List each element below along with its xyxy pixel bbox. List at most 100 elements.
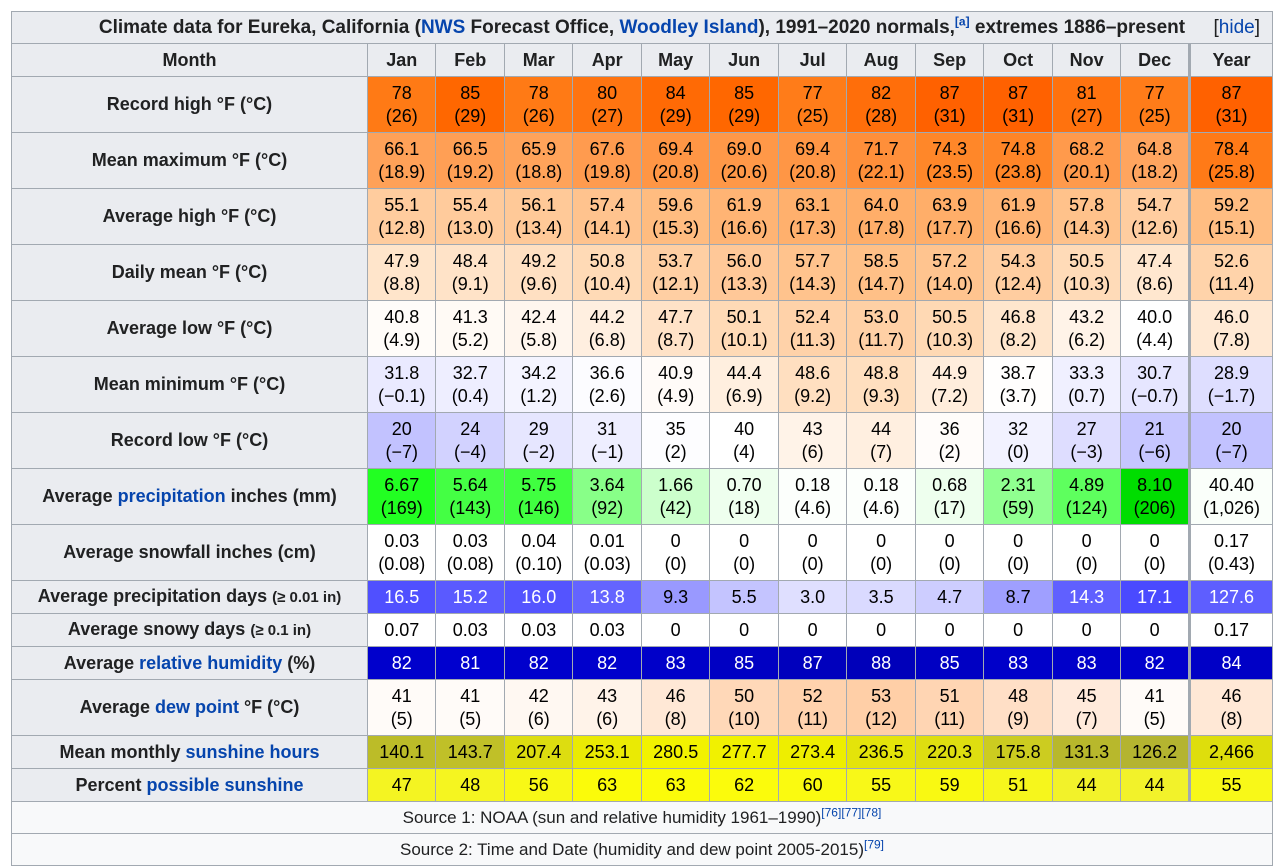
- data-cell: 44 (7): [846, 412, 916, 469]
- data-cell: 51 (11): [914, 679, 985, 736]
- caption-row: Climate data for Eureka, California (NWS…: [11, 11, 1273, 44]
- small-text: (≥ 0.1 in): [250, 622, 312, 639]
- data-cell: 36.6 (2.6): [572, 356, 642, 413]
- data-cell: 47.7 (8.7): [640, 300, 711, 357]
- data-cell: 36 (2): [914, 412, 985, 469]
- data-cell: 50.5 (10.3): [914, 300, 985, 357]
- data-cell: 50 (10): [709, 679, 779, 736]
- data-cell: 66.5 (19.2): [435, 132, 505, 189]
- text: Daily mean °F (°C): [111, 262, 268, 282]
- data-cell: 55.4 (13.0): [435, 188, 505, 245]
- data-cell: 63: [572, 768, 642, 802]
- text: Average snowfall inches (cm): [63, 542, 316, 562]
- hide-toggle: [hide]: [1213, 17, 1260, 38]
- data-cell: 69.4 (20.8): [640, 132, 711, 189]
- footnote[interactable]: [76][77][78]: [821, 805, 882, 820]
- row-label: Record high °F (°C): [11, 76, 368, 133]
- data-cell: 83: [640, 646, 711, 680]
- data-cell: 1.66 (42): [640, 468, 711, 525]
- data-cell: 44: [1120, 768, 1190, 802]
- data-cell: 0.18 (4.6): [777, 468, 848, 525]
- data-cell: 87: [777, 646, 848, 680]
- data-cell: 57.8 (14.3): [1051, 188, 1122, 245]
- data-cell: 16.0: [503, 580, 574, 614]
- text: extremes 1886–present: [969, 17, 1186, 38]
- data-cell: 48: [435, 768, 505, 802]
- data-cell: 44: [1051, 768, 1122, 802]
- column-header: Feb: [435, 43, 505, 77]
- data-cell: 16.5: [366, 580, 437, 614]
- data-cell: 83: [1051, 646, 1122, 680]
- link[interactable]: Woodley Island: [619, 17, 759, 38]
- data-cell: 64.8 (18.2): [1120, 132, 1190, 189]
- footnote[interactable]: [79]: [863, 837, 884, 852]
- data-cell: 52 (11): [777, 679, 848, 736]
- data-cell: 175.8: [983, 735, 1053, 769]
- link[interactable]: possible sunshine: [146, 774, 304, 795]
- data-cell: 32.7 (0.4): [435, 356, 505, 413]
- data-cell: 71.7 (22.1): [846, 132, 916, 189]
- data-cell: 0.03 (0.08): [366, 524, 437, 581]
- data-cell: 236.5: [846, 735, 916, 769]
- data-cell: 6.67 (169): [366, 468, 437, 525]
- data-cell: 48.6 (9.2): [777, 356, 848, 413]
- hide-link[interactable]: hide: [1218, 17, 1255, 38]
- caption: Climate data for Eureka, California (NWS…: [11, 11, 1273, 44]
- data-cell: 54.7 (12.6): [1120, 188, 1190, 245]
- data-cell: 62: [709, 768, 779, 802]
- data-cell: 80 (27): [572, 76, 642, 133]
- row-label: Average high °F (°C): [11, 188, 368, 245]
- data-cell: 0.18 (4.6): [846, 468, 916, 525]
- source-row: Source 2: Time and Date (humidity and de…: [11, 833, 1273, 866]
- data-cell: 0.03: [435, 613, 505, 647]
- data-cell: 38.7 (3.7): [983, 356, 1053, 413]
- link[interactable]: sunshine hours: [185, 741, 320, 762]
- data-cell: 78.4 (25.8): [1187, 132, 1274, 189]
- data-row: Record high °F (°C) 78 (26) 85 (29) 78 (26)…: [11, 76, 1274, 133]
- data-cell: 46 (8): [1187, 679, 1274, 736]
- text: ), 1991–2020 normals,: [758, 17, 955, 38]
- data-row: Percent possible sunshine 47 48 56 63 63 62 60 5…: [11, 768, 1274, 802]
- data-cell: 81: [435, 646, 505, 680]
- data-cell: 4.89 (124): [1051, 468, 1122, 525]
- data-cell: 65.9 (18.8): [503, 132, 574, 189]
- data-cell: 48.4 (9.1): [435, 244, 505, 301]
- data-cell: 82: [503, 646, 574, 680]
- text: inches (mm): [225, 486, 337, 506]
- data-cell: 82: [366, 646, 437, 680]
- data-cell: 56: [503, 768, 574, 802]
- data-cell: 40.9 (4.9): [640, 356, 711, 413]
- data-cell: 56.1 (13.4): [503, 188, 574, 245]
- row-label: Mean minimum °F (°C): [11, 356, 368, 413]
- link[interactable]: relative humidity: [139, 652, 283, 673]
- data-cell: 4.7: [914, 580, 985, 614]
- link[interactable]: NWS: [420, 17, 466, 38]
- data-cell: 0 (0): [914, 524, 985, 581]
- data-cell: 0.03: [503, 613, 574, 647]
- data-cell: 48.8 (9.3): [846, 356, 916, 413]
- data-cell: 50.8 (10.4): [572, 244, 642, 301]
- data-cell: 207.4: [503, 735, 574, 769]
- data-cell: 140.1: [366, 735, 437, 769]
- data-cell: 0.70 (18): [709, 468, 779, 525]
- link[interactable]: precipitation: [117, 486, 226, 506]
- data-cell: 56.0 (13.3): [709, 244, 779, 301]
- data-row: Mean maximum °F (°C) 66.1 (18.9) 66.5 (19.…: [11, 132, 1274, 189]
- data-cell: 48 (9): [983, 679, 1053, 736]
- link[interactable]: dew point: [154, 697, 239, 717]
- data-cell: 58.5 (14.7): [846, 244, 916, 301]
- data-cell: 54.3 (12.4): [983, 244, 1053, 301]
- data-cell: 83: [983, 646, 1053, 680]
- data-cell: 61.9 (16.6): [709, 188, 779, 245]
- data-cell: 84: [1187, 646, 1274, 680]
- footnote[interactable]: [a]: [954, 14, 970, 29]
- data-cell: 87 (31): [914, 76, 985, 133]
- data-cell: 0: [777, 613, 848, 647]
- text: Average: [63, 652, 140, 673]
- data-cell: 220.3: [914, 735, 985, 769]
- data-cell: 29 (−2): [503, 412, 574, 469]
- data-cell: 43.2 (6.2): [1051, 300, 1122, 357]
- data-cell: 55: [846, 768, 916, 802]
- column-header: Jul: [777, 43, 848, 77]
